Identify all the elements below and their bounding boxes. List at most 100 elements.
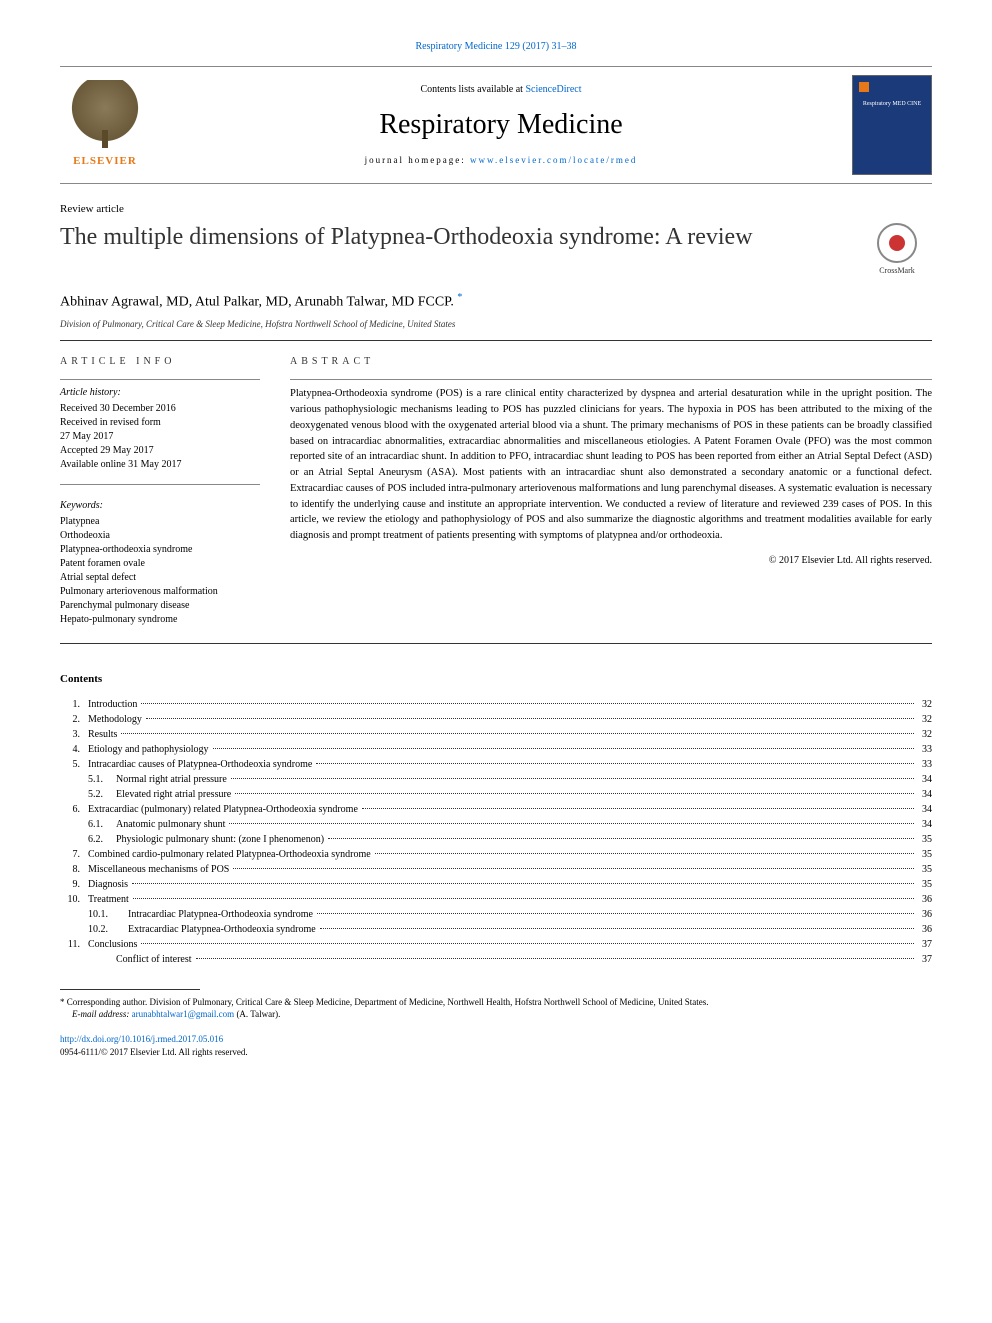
toc-row[interactable]: 5.1.Normal right atrial pressure 34 [60,773,932,787]
toc-row[interactable]: 5.Intracardiac causes of Platypnea-Ortho… [60,758,932,772]
authors-text: Abhinav Agrawal, MD, Atul Palkar, MD, Ar… [60,294,457,309]
toc-number: 4. [60,743,88,757]
email-link[interactable]: arunabhtalwar1@gmail.com [132,1009,235,1019]
toc-row[interactable]: 10.1.Intracardiac Platypnea-Orthodeoxia … [60,908,932,922]
divider [60,484,260,485]
keywords-list: PlatypneaOrthodeoxiaPlatypnea-orthodeoxi… [60,515,260,627]
toc-number: 5.1. [60,773,116,787]
divider [60,340,932,341]
toc-number: 5. [60,758,88,772]
publisher-logo[interactable]: ELSEVIER [60,80,150,169]
toc-number: 10. [60,893,88,907]
crossmark-icon [877,223,917,263]
toc-row[interactable]: 10.Treatment 36 [60,893,932,907]
toc-number: 10.1. [60,908,128,922]
toc-leader-dots [121,733,914,734]
keyword-item: Pulmonary arteriovenous malformation [60,585,260,599]
toc-title: Methodology [88,713,142,727]
journal-cover-thumbnail[interactable]: Respiratory MED CINE [852,75,932,175]
toc-title: Conclusions [88,938,137,952]
journal-homepage-line: journal homepage: www.elsevier.com/locat… [150,154,852,167]
toc-leader-dots [146,718,914,719]
history-list: Received 30 December 2016Received in rev… [60,402,260,472]
article-title: The multiple dimensions of Platypnea-Ort… [60,223,842,252]
toc-page: 35 [918,833,932,847]
homepage-link[interactable]: www.elsevier.com/locate/rmed [470,155,637,165]
authors-line: Abhinav Agrawal, MD, Atul Palkar, MD, Ar… [60,291,932,312]
history-item: Received 30 December 2016 [60,402,260,416]
toc-leader-dots [196,958,914,959]
keyword-item: Orthodeoxia [60,529,260,543]
toc-leader-dots [233,868,914,869]
toc-row[interactable]: 9.Diagnosis 35 [60,878,932,892]
email-suffix: (A. Talwar). [234,1009,280,1019]
toc-row[interactable]: 6.Extracardiac (pulmonary) related Platy… [60,803,932,817]
toc-number: 9. [60,878,88,892]
toc-leader-dots [362,808,914,809]
toc-title: Miscellaneous mechanisms of POS [88,863,229,877]
toc-page: 37 [918,938,932,952]
toc-row[interactable]: 8.Miscellaneous mechanisms of POS 35 [60,863,932,877]
abstract-heading: ABSTRACT [290,355,932,369]
contents-heading: Contents [60,672,932,687]
footnote-separator [60,989,200,990]
toc-row[interactable]: 4.Etiology and pathophysiology 33 [60,743,932,757]
toc-row[interactable]: 6.1.Anatomic pulmonary shunt 34 [60,818,932,832]
toc-row[interactable]: 10.2.Extracardiac Platypnea-Orthodeoxia … [60,923,932,937]
toc-title: Combined cardio-pulmonary related Platyp… [88,848,371,862]
doi-link[interactable]: http://dx.doi.org/10.1016/j.rmed.2017.05… [60,1033,932,1046]
toc-title: Etiology and pathophysiology [88,743,209,757]
toc-number: 1. [60,698,88,712]
crossmark-widget[interactable]: CrossMark [862,223,932,276]
toc-page: 32 [918,713,932,727]
toc-row[interactable]: 3.Results 32 [60,728,932,742]
divider [290,379,932,380]
toc-page: 36 [918,908,932,922]
toc-number: 3. [60,728,88,742]
sciencedirect-link[interactable]: ScienceDirect [525,84,581,95]
toc-leader-dots [132,883,914,884]
article-type-label: Review article [60,202,932,217]
toc-leader-dots [316,763,914,764]
toc-title: Results [88,728,117,742]
toc-page: 34 [918,818,932,832]
toc-page: 32 [918,698,932,712]
toc-page: 35 [918,878,932,892]
contents-available-line: Contents lists available at ScienceDirec… [150,83,852,97]
toc-title: Treatment [88,893,129,907]
toc-number: 7. [60,848,88,862]
toc-page: 37 [918,953,932,967]
toc-title: Elevated right atrial pressure [116,788,231,802]
toc-number: 6. [60,803,88,817]
toc-leader-dots [229,823,914,824]
toc-number: 11. [60,938,88,952]
corresponding-footnote: * Corresponding author. Division of Pulm… [60,996,932,1009]
toc-row[interactable]: Conflict of interest 37 [60,953,932,967]
crossmark-label: CrossMark [862,265,932,276]
toc-leader-dots [375,853,914,854]
toc-page: 32 [918,728,932,742]
affiliation-line: Division of Pulmonary, Critical Care & S… [60,318,932,331]
history-item: Accepted 29 May 2017 [60,444,260,458]
toc-page: 34 [918,788,932,802]
toc-leader-dots [320,928,914,929]
toc-number: 10.2. [60,923,128,937]
toc-title: Extracardiac Platypnea-Orthodeoxia syndr… [128,923,316,937]
toc-row[interactable]: 5.2.Elevated right atrial pressure 34 [60,788,932,802]
toc-title: Intracardiac Platypnea-Orthodeoxia syndr… [128,908,313,922]
toc-row[interactable]: 7.Combined cardio-pulmonary related Plat… [60,848,932,862]
contents-prefix: Contents lists available at [420,84,525,95]
keyword-item: Patent foramen ovale [60,557,260,571]
toc-row[interactable]: 6.2.Physiologic pulmonary shunt: (zone I… [60,833,932,847]
toc-number: 6.1. [60,818,116,832]
toc-row[interactable]: 2.Methodology 32 [60,713,932,727]
toc-row[interactable]: 1.Introduction 32 [60,698,932,712]
keyword-item: Atrial septal defect [60,571,260,585]
article-info-heading: ARTICLE INFO [60,355,260,369]
header-center: Contents lists available at ScienceDirec… [150,83,852,167]
toc-row[interactable]: 11.Conclusions 37 [60,938,932,952]
history-item: 27 May 2017 [60,430,260,444]
homepage-label: journal homepage: [365,155,470,165]
toc-number: 2. [60,713,88,727]
corresponding-marker[interactable]: * [457,292,462,303]
